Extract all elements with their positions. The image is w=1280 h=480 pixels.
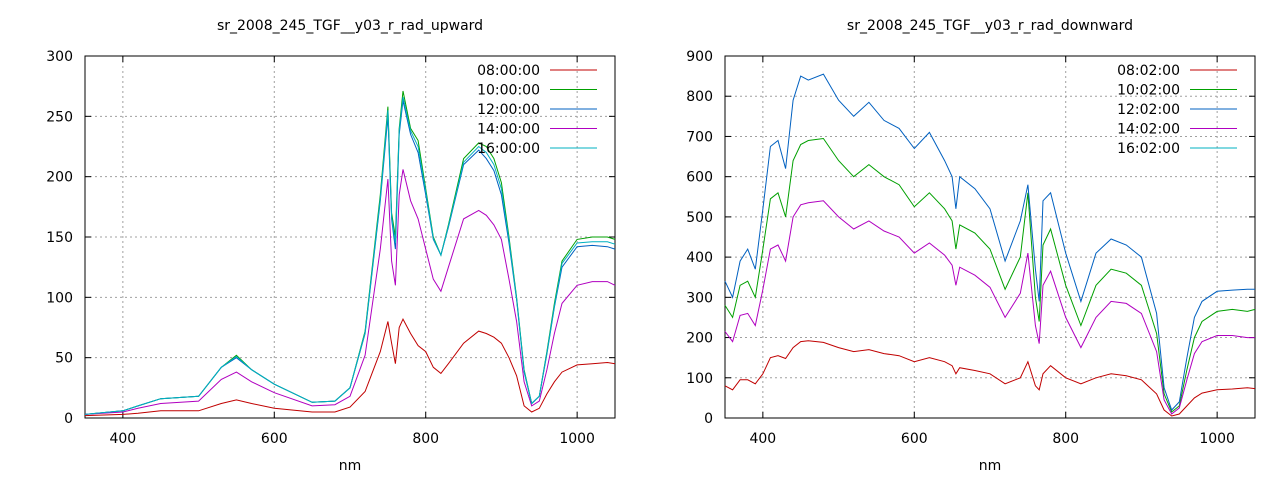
x-tick-label: 800 [1052,431,1079,447]
y-tick-label: 500 [686,210,713,226]
x-tick-label: 600 [261,431,288,447]
series-line-16-00-00 [84,96,616,415]
x-tick-label: 1000 [559,431,595,447]
y-tick-label: 100 [686,371,713,387]
legend-label: 16:02:00 [1117,141,1180,157]
legend-label: 10:00:00 [477,83,540,99]
y-tick-label: 300 [686,290,713,306]
y-tick-label: 200 [46,170,73,186]
series-line-12-02-00 [724,73,1255,411]
y-tick-label: 100 [46,290,73,306]
y-tick-label: 200 [686,331,713,347]
x-axis-label: nm [979,458,1002,474]
legend-label: 12:00:00 [477,102,540,118]
legend-label: 16:00:00 [477,141,540,157]
y-tick-label: 300 [46,49,73,65]
y-tick-label: 150 [46,230,73,246]
series-line-08-02-00 [724,340,1256,417]
legend-label: 08:02:00 [1117,63,1180,79]
y-tick-label: 600 [686,170,713,186]
y-tick-label: 50 [55,351,73,367]
downward-chart: 0 100 200 300 400 500 600 700 800 900 400 600 800 100… [686,18,1256,474]
plot-frame [724,55,1256,419]
series-line-10-00-00 [84,90,616,415]
x-tick-label: 800 [412,431,439,447]
y-tick-label: 900 [686,49,713,65]
y-tick-label: 250 [46,109,73,125]
y-tick-label: 700 [686,129,713,145]
chart-title: sr_2008_245_TGF__y03_r_rad_downward [847,18,1133,34]
x-tick-label: 600 [901,431,928,447]
series-line-14-02-00 [724,200,1255,415]
legend-label: 08:00:00 [477,63,540,79]
legend-label: 14:00:00 [477,122,540,138]
legend-label: 14:02:00 [1117,122,1180,138]
y-tick-label: 800 [686,89,713,105]
x-tick-label: 400 [749,431,776,447]
series-line-10-02-00 [724,137,1256,413]
x-tick-label: 400 [109,431,136,447]
x-axis-label: nm [339,458,362,474]
y-tick-label: 0 [64,411,73,427]
chart-title: sr_2008_245_TGF__y03_r_rad_upward [217,18,483,34]
x-tick-label: 1000 [1199,431,1235,447]
series-line-08-00-00 [84,317,616,417]
legend-label: 12:02:00 [1117,102,1180,118]
legend-label: 10:02:00 [1117,83,1180,99]
series-line-14-00-00 [84,169,616,415]
upward-chart: 0 50 100 150 200 250 300 400 600 800 1000 sr_2008_2… [46,18,616,474]
y-tick-label: 400 [686,250,713,266]
y-tick-label: 0 [704,411,713,427]
